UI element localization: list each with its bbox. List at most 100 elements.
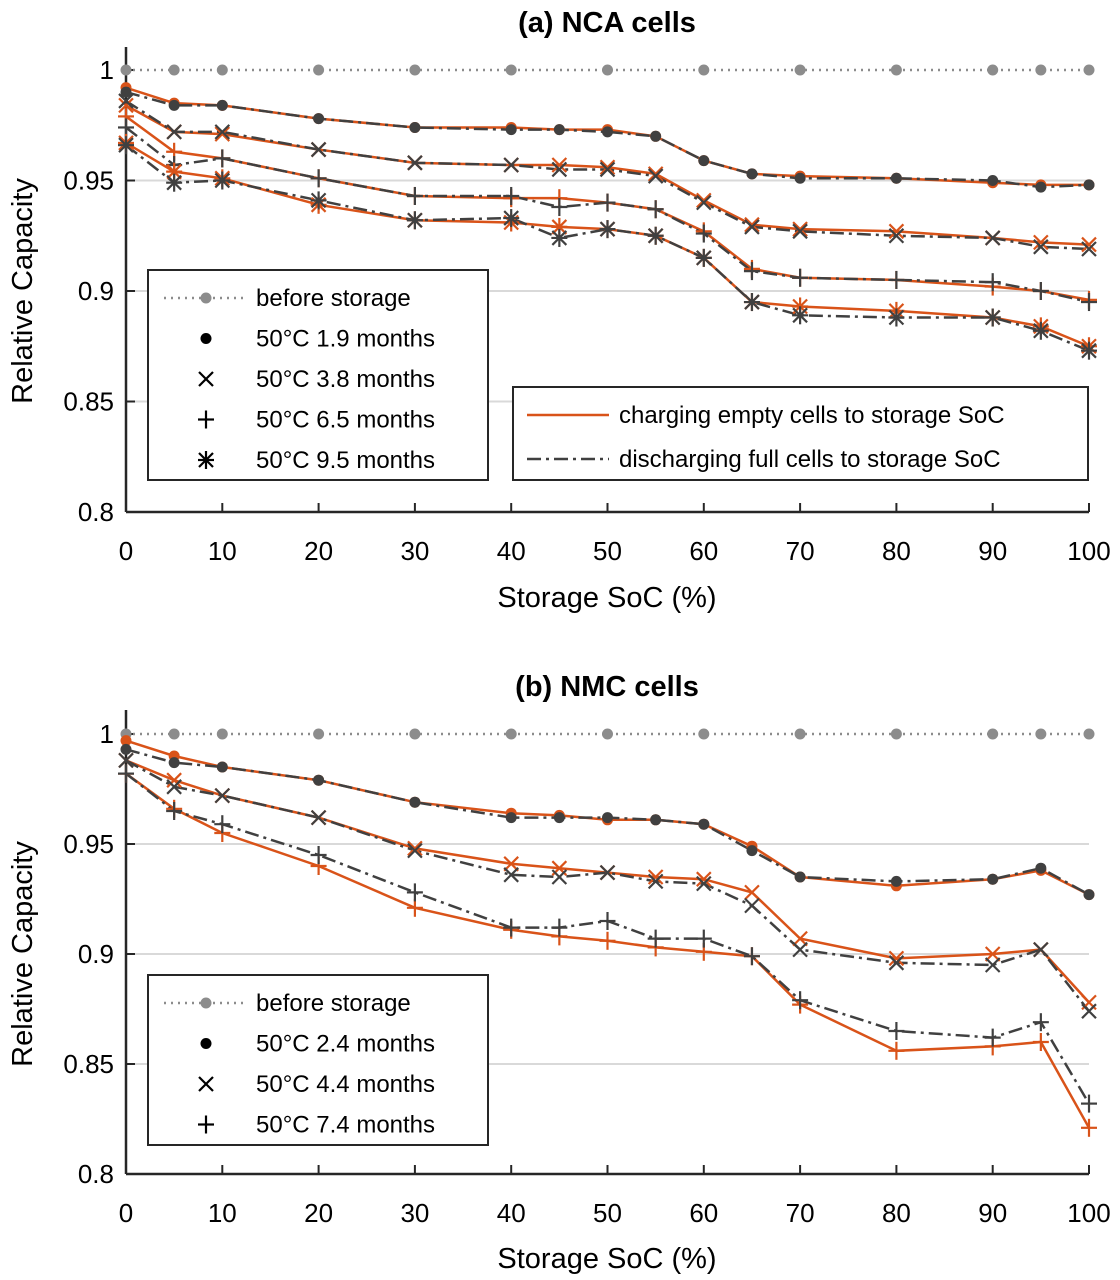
before-storage-point [120,64,132,76]
discharging-point [794,871,806,883]
before-storage-point [602,64,613,76]
x-tick-label: 10 [208,1198,237,1228]
legend-marker-dot [200,333,212,344]
discharging-point [310,169,327,188]
before-storage-point [505,728,517,740]
discharging-line [125,772,1091,1105]
discharging-point-stroke [1081,1003,1097,1019]
discharging-point [1032,321,1049,340]
discharging-point [551,228,568,247]
discharging-point-stroke [214,787,231,804]
discharging-point-stroke [696,194,712,211]
legend-label: 50°C 4.4 months [256,1071,435,1098]
charging-point [407,840,423,857]
discharging-point [407,155,423,171]
y-tick-label: 0.8 [78,497,114,527]
discharging-point [313,774,325,786]
charging-point-stroke [214,126,231,142]
charging-point-stroke [792,930,808,947]
charging-point [744,216,760,233]
legend-marker-plus [198,1115,214,1134]
discharging-line [125,99,1090,251]
discharging-point [551,918,568,937]
charging-point [551,157,568,173]
discharging-point [118,764,134,783]
charging-point [118,97,134,114]
discharging-point [647,226,664,245]
charging-point [1081,1118,1097,1137]
discharging-point [1033,239,1049,255]
charging-point [792,221,808,237]
discharging-line [125,748,1090,896]
discharging-point-stroke [503,157,519,173]
discharging-point [1033,941,1049,958]
charging-point [792,930,808,947]
discharging-point [1081,1094,1097,1113]
charging-point [647,166,664,182]
discharging-point [310,191,327,210]
legend-label: charging empty cells to storage SoC [619,402,1005,429]
charging-point-stroke [984,946,1001,962]
discharging-line [125,144,1090,352]
discharging-point-stroke [599,864,616,881]
before-storage-point [890,64,902,76]
discharging-point [984,273,1001,292]
y-axis-label: Relative Capacity [7,178,39,404]
x-tick-label: 20 [304,536,333,566]
legend-before-storage-marker [200,292,212,304]
before-storage-point [698,728,710,740]
charging-point [406,898,423,917]
charging-point-stroke [744,884,760,901]
charging-point [599,159,616,176]
discharging-point [118,136,134,155]
discharging-point [984,957,1001,973]
before-storage-point [216,728,228,740]
discharging-point [743,947,760,966]
charging-point [984,946,1001,962]
discharging-point [794,172,806,184]
discharging-point [599,864,616,881]
discharging-point [599,912,616,930]
marker-legend: before storage 50°C 2.4 months 50°C 4.4 mo… [147,974,489,1146]
before-storage-point [698,64,710,76]
discharging-point-stroke [407,155,423,171]
discharging-point [120,743,132,755]
discharging-point [698,155,710,167]
y-tick-label: 0.85 [63,1049,114,1079]
discharging-point [650,814,662,826]
before-storage-point [890,728,902,740]
legend-before-storage-marker [200,997,212,1009]
legend-marker-x [198,1076,214,1092]
discharging-point [553,812,565,824]
discharging-point [503,186,520,205]
discharging-point-stroke [166,124,182,140]
discharging-point [166,802,183,820]
discharging-point [890,172,902,184]
chart-nmc-cells: (b) NMC cells Storage SoC (%) Relative C… [7,671,1111,1275]
charging-point-stroke [1033,234,1049,251]
marker-legend: before storage 50°C 1.9 months 50°C 3.8 mo… [147,269,489,481]
discharging-point [599,193,616,212]
x-tick-label: 90 [978,536,1007,566]
discharging-point [647,929,664,948]
y-tick-label: 1 [100,719,114,749]
charging-point-stroke [1081,236,1097,253]
discharging-point-stroke [310,809,327,826]
charging-point-stroke [696,871,712,887]
y-tick-label: 1 [100,55,114,85]
y-axis-label: Relative Capacity [7,841,39,1067]
discharging-point [1081,241,1097,257]
x-tick-label: 40 [497,1198,526,1228]
x-tick-label: 80 [882,1198,911,1228]
charging-point-stroke [792,221,808,237]
before-storage-point [409,728,421,740]
discharging-point [744,219,760,235]
charging-point [647,869,664,885]
discharging-point [503,867,519,883]
discharging-point [553,124,565,136]
discharging-point [599,161,616,178]
discharging-point-stroke [744,219,760,235]
discharging-point [792,306,809,325]
discharging-point [695,929,712,948]
legend-label: 50°C 6.5 months [256,407,435,434]
